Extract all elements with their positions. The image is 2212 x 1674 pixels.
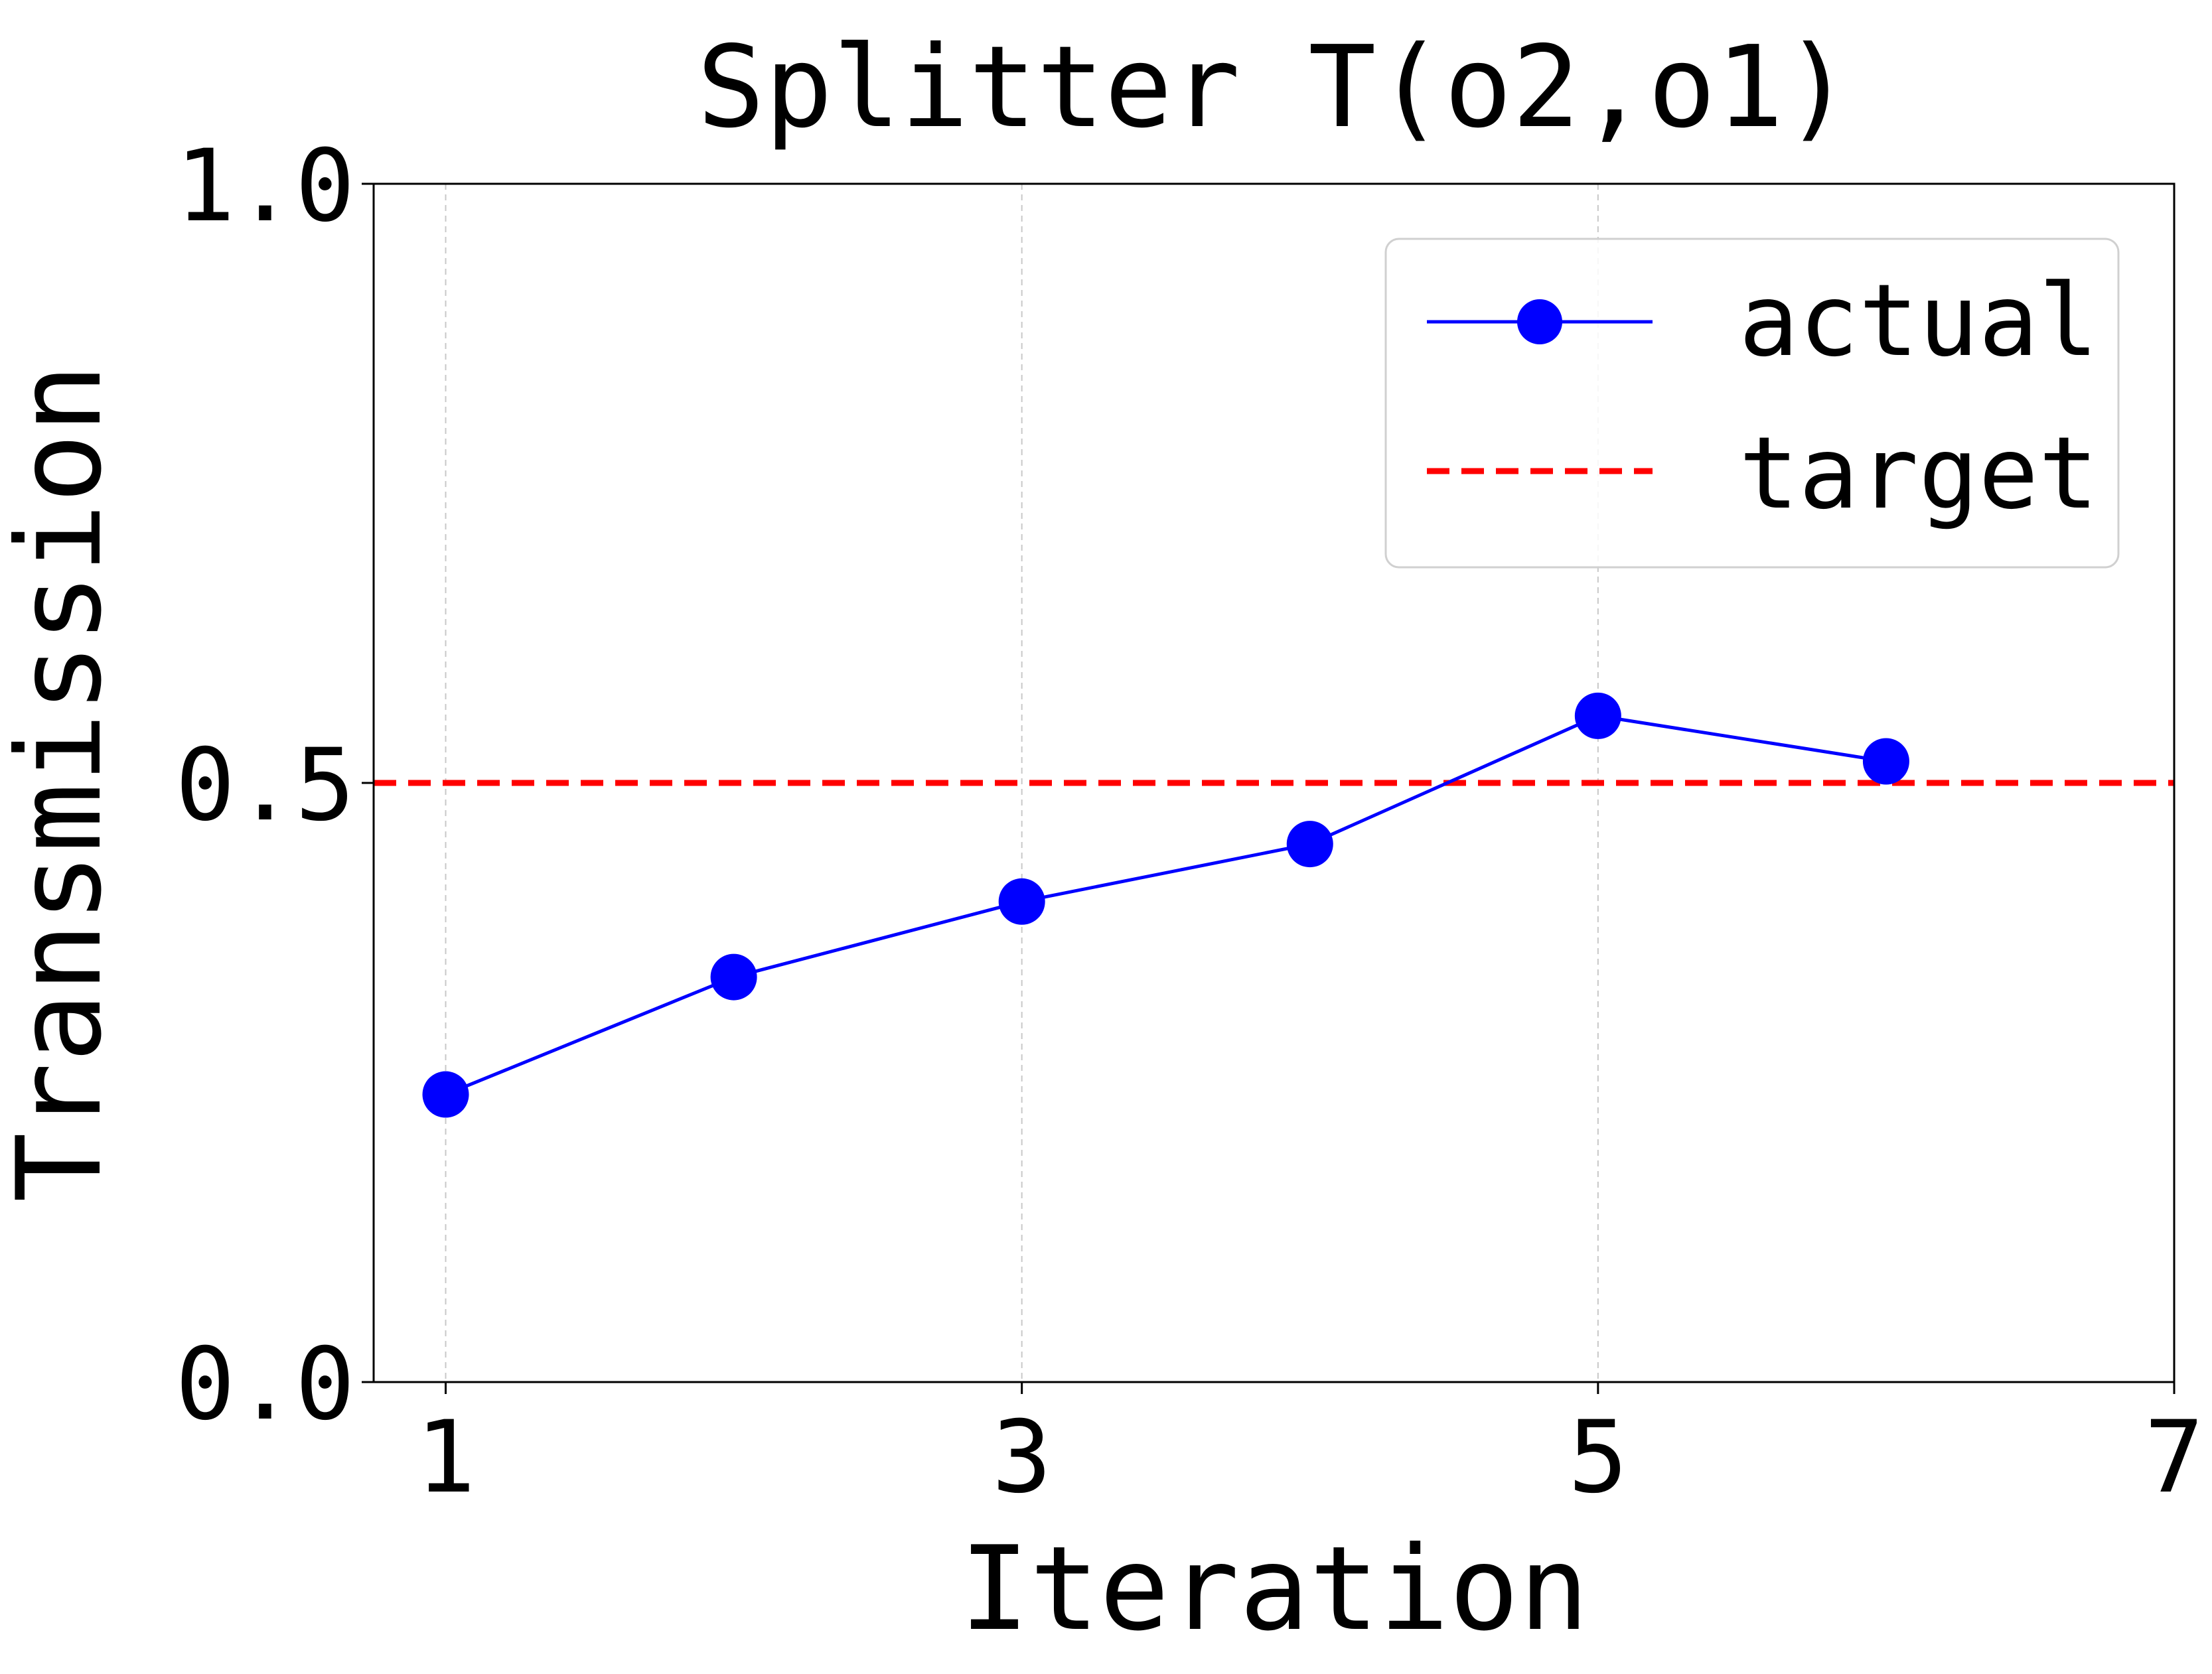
- legend-target-label: target: [1739, 416, 2099, 531]
- x-tick-label-1: 1: [415, 1400, 475, 1515]
- actual-point-5: [1574, 692, 1621, 739]
- actual-point-6: [1862, 738, 1909, 785]
- legend-actual-label: actual: [1739, 263, 2099, 379]
- y-tick-label-3: 1.0: [175, 129, 355, 244]
- chart-title: Splitter T(o2,o1): [697, 22, 1852, 153]
- legend-entry-target: target: [1427, 416, 2099, 531]
- x-tick-label-4: 7: [2144, 1400, 2204, 1515]
- legend-entry-actual: actual: [1427, 263, 2099, 379]
- series-layer: [374, 692, 2174, 1118]
- y-tick-label-2: 0.5: [175, 728, 355, 843]
- y-axis-label: Transmission: [0, 364, 127, 1202]
- actual-point-3: [998, 878, 1045, 925]
- legend-actual-marker: [1517, 299, 1562, 344]
- actual-point-4: [1286, 821, 1333, 868]
- x-tick-label-2: 3: [992, 1400, 1052, 1515]
- y-tick-label-1: 0.0: [175, 1327, 355, 1442]
- legend: actual target: [1384, 238, 2120, 569]
- ticks-layer: 1 3 5 7 0.0 0.5 1.0: [175, 129, 2204, 1515]
- actual-series-line: [445, 714, 1887, 1096]
- x-tick-label-3: 5: [1568, 1400, 1628, 1515]
- actual-point-2: [710, 953, 757, 1001]
- actual-point-1: [422, 1071, 469, 1118]
- x-axis-label: Iteration: [960, 1522, 1589, 1657]
